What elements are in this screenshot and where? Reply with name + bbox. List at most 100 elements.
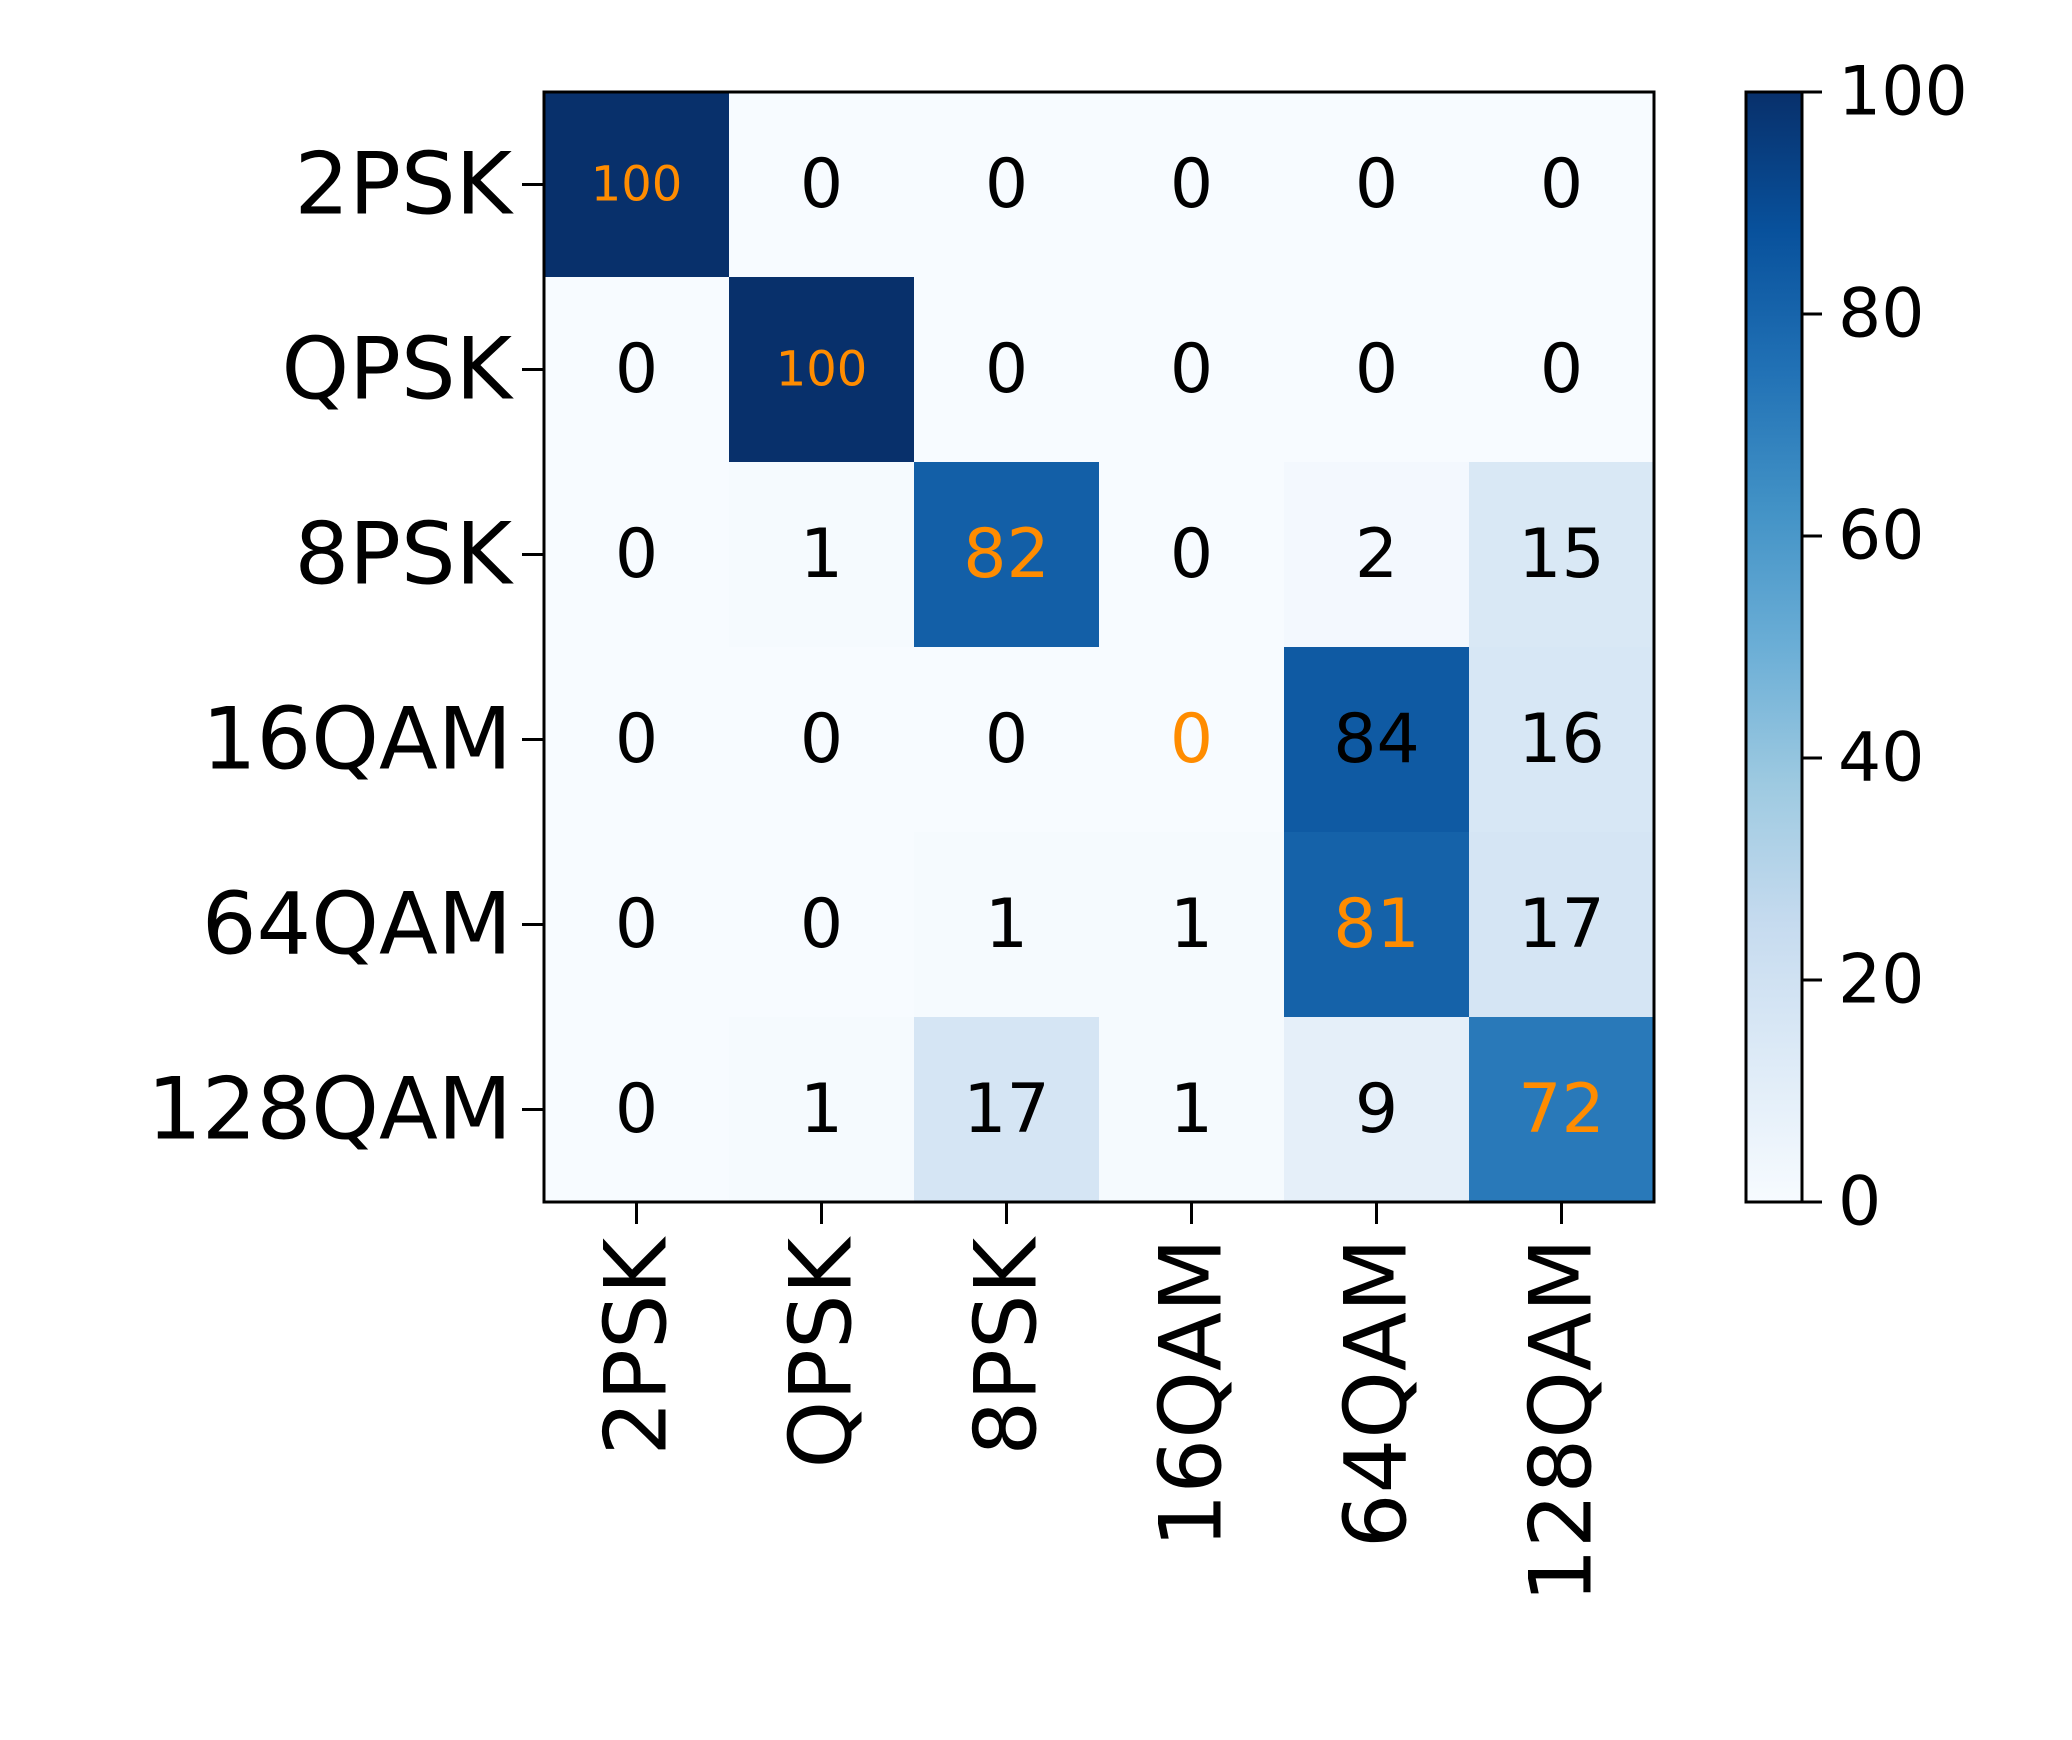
colorbar-tick-label: 0 <box>1838 1163 1881 1242</box>
cell-value-label: 2 <box>1355 515 1398 594</box>
heatmap-cell <box>1469 462 1655 648</box>
cell-value-label: 17 <box>1518 885 1605 964</box>
y-tick-label: 8PSK <box>294 505 514 605</box>
heatmap-cell <box>729 1017 915 1203</box>
y-tick-label: QPSK <box>281 320 514 420</box>
x-tick-label: 8PSK <box>957 1235 1057 1455</box>
heatmap-cell <box>914 647 1100 833</box>
heatmap-cell <box>1284 277 1470 463</box>
heatmap-cell <box>729 832 915 1018</box>
heatmap-cells <box>544 92 1655 1203</box>
colorbar-gradient <box>1746 92 1802 1202</box>
cell-value-label: 0 <box>1540 330 1583 409</box>
cell-value-label: 16 <box>1518 700 1605 779</box>
heatmap-cell-labels: 100 0 0 0 0 00 100 0 0 0 00 1 82 0 2 150 0 0 0 84 160 0 1 1 81 17… <box>591 145 1605 1149</box>
heatmap-cell <box>729 647 915 833</box>
heatmap-cell <box>729 462 915 648</box>
cell-value-label: 100 <box>591 157 683 213</box>
cell-value-label: 17 <box>963 1070 1050 1149</box>
heatmap-cell <box>544 832 730 1018</box>
cell-value-label: 0 <box>1170 700 1213 779</box>
cell-value-label: 0 <box>615 330 658 409</box>
cell-value-label: 1 <box>1170 885 1213 964</box>
heatmap-cell <box>1469 92 1655 278</box>
heatmap-cell <box>914 1017 1100 1203</box>
heatmap-cell <box>544 1017 730 1203</box>
cell-value-label: 1 <box>1170 1070 1213 1149</box>
cell-value-label: 100 <box>776 342 868 398</box>
y-tick-label: 16QAM <box>202 690 512 790</box>
cell-value-label: 0 <box>800 145 843 224</box>
cell-value-label: 0 <box>800 700 843 779</box>
heatmap-cell <box>544 647 730 833</box>
cell-value-label: 72 <box>1518 1070 1605 1149</box>
heatmap-cell <box>914 277 1100 463</box>
heatmap-cell <box>914 462 1100 648</box>
y-tick-label: 64QAM <box>202 875 512 975</box>
y-tick-label: 128QAM <box>147 1060 512 1160</box>
cell-value-label: 0 <box>800 885 843 964</box>
heatmap-cell <box>1099 832 1285 1018</box>
colorbar-frame <box>1744 90 1804 1204</box>
heatmap-cell <box>1469 277 1655 463</box>
cell-value-label: 1 <box>985 885 1028 964</box>
heatmap-cell <box>544 462 730 648</box>
plot-frame <box>542 90 1656 1204</box>
cell-value-label: 1 <box>800 515 843 594</box>
heatmap-cell <box>729 92 915 278</box>
cell-value-label: 0 <box>615 1070 658 1149</box>
colorbar-ticks: 0 20 40 60 80 100 <box>1802 53 1968 1242</box>
heatmap-cell <box>729 277 915 463</box>
heatmap-cell <box>1284 462 1470 648</box>
x-tick-label: 2PSK <box>587 1235 687 1455</box>
x-tick-label: QPSK <box>772 1235 872 1468</box>
heatmap-cell <box>1284 1017 1470 1203</box>
heatmap-cell <box>1469 647 1655 833</box>
colorbar-tick-label: 20 <box>1838 941 1925 1020</box>
cell-value-label: 0 <box>1355 330 1398 409</box>
heatmap-cell <box>1469 1017 1655 1203</box>
heatmap-cell <box>914 832 1100 1018</box>
colorbar-tick-label: 80 <box>1838 275 1925 354</box>
colorbar-tick-label: 100 <box>1838 53 1968 132</box>
heatmap-cell <box>1284 647 1470 833</box>
heatmap-cell <box>1284 832 1470 1018</box>
x-tick-label: 16QAM <box>1142 1238 1242 1548</box>
x-tick-label: 64QAM <box>1327 1238 1427 1548</box>
heatmap-cell <box>1099 462 1285 648</box>
cell-value-label: 0 <box>1355 145 1398 224</box>
cell-value-label: 0 <box>615 515 658 594</box>
cell-value-label: 0 <box>1540 145 1583 224</box>
heatmap-cell <box>544 92 730 278</box>
colorbar-tick-label: 40 <box>1838 719 1925 798</box>
heatmap-cell <box>1469 832 1655 1018</box>
heatmap-cell <box>544 277 730 463</box>
y-tick-label: 2PSK <box>294 135 514 235</box>
heatmap-cell <box>1099 277 1285 463</box>
cell-value-label: 82 <box>963 515 1050 594</box>
cell-value-label: 81 <box>1333 885 1420 964</box>
colorbar-tick-label: 60 <box>1838 497 1925 576</box>
x-axis: 2PSK QPSK 8PSK 16QAM 64QAM 128QAM <box>587 1202 1612 1603</box>
x-tick-label: 128QAM <box>1512 1238 1612 1603</box>
cell-value-label: 0 <box>985 330 1028 409</box>
cell-value-label: 0 <box>1170 330 1213 409</box>
cell-value-label: 0 <box>985 700 1028 779</box>
cell-value-label: 0 <box>615 700 658 779</box>
cell-value-label: 0 <box>985 145 1028 224</box>
cell-value-label: 9 <box>1355 1070 1398 1149</box>
heatmap-cell <box>1099 647 1285 833</box>
heatmap-cell <box>1284 92 1470 278</box>
y-axis: 2PSK QPSK 8PSK 16QAM 64QAM 128QAM <box>147 135 544 1160</box>
cell-value-label: 84 <box>1333 700 1420 779</box>
cell-value-label: 0 <box>615 885 658 964</box>
colorbar: 0 20 40 60 80 100 <box>1744 53 1968 1242</box>
cell-value-label: 0 <box>1170 145 1213 224</box>
cell-value-label: 0 <box>1170 515 1213 594</box>
cell-value-label: 15 <box>1518 515 1605 594</box>
cell-value-label: 1 <box>800 1070 843 1149</box>
heatmap-cell <box>1099 92 1285 278</box>
heatmap-cell <box>1099 1017 1285 1203</box>
heatmap-cell <box>914 92 1100 278</box>
